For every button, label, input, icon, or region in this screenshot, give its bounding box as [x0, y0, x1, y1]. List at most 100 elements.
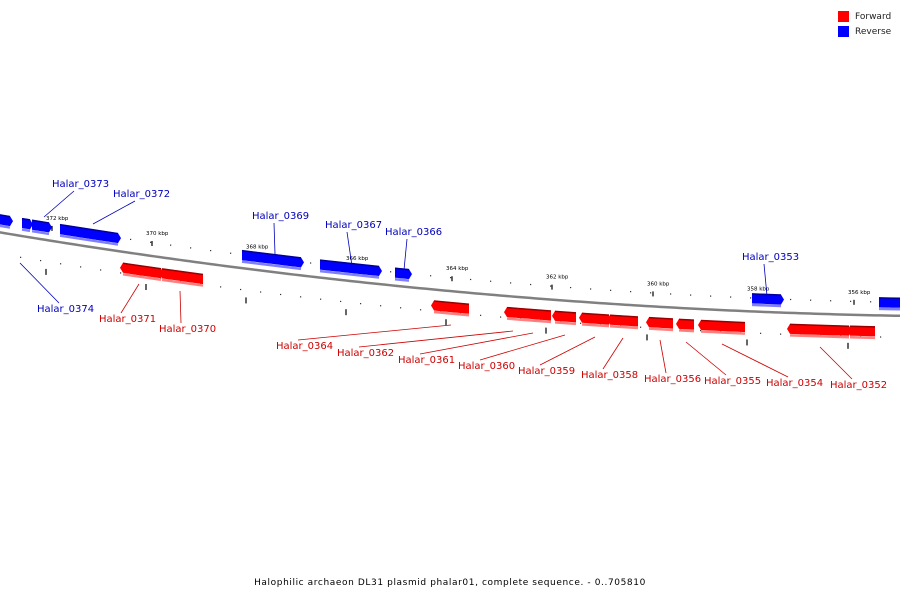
gene-label[interactable]: Halar_0367	[325, 220, 382, 231]
gene-shade	[21, 217, 31, 221]
track-dot	[20, 256, 22, 258]
legend: Forward Reverse	[838, 9, 891, 39]
gene-halar-0359[interactable]	[607, 314, 638, 327]
track-dot	[470, 278, 472, 281]
track-dot	[760, 332, 762, 334]
track-dot	[80, 266, 82, 268]
kbp-label: 364 kbp	[446, 266, 469, 272]
gene-halar-0354[interactable]	[787, 323, 849, 336]
track-dot	[850, 300, 852, 302]
track-dot	[570, 286, 572, 289]
gene-shadow	[506, 317, 519, 321]
gene-shade	[319, 259, 380, 268]
track-dot	[480, 314, 482, 316]
gene-shadow	[700, 330, 746, 335]
gene-label[interactable]: Halar_0359	[518, 366, 575, 377]
gene-shade	[678, 318, 695, 321]
label-leader	[659, 339, 667, 374]
gene-shade	[0, 214, 11, 218]
gene-label[interactable]: Halar_0361	[398, 355, 455, 366]
label-leader	[479, 334, 566, 361]
kbp-label: 356 kbp	[848, 290, 871, 296]
gene-halar-0372[interactable]	[60, 224, 121, 244]
gene-halar-0367[interactable]	[320, 259, 382, 276]
gene-shadow	[789, 334, 850, 339]
gene-label[interactable]: Halar_0370	[159, 324, 216, 335]
track-dot	[190, 247, 192, 249]
track-dot	[300, 296, 302, 298]
label-leader	[120, 283, 140, 314]
gene-label[interactable]: Halar_0354	[766, 378, 823, 389]
gene-shade	[122, 262, 162, 270]
label-leader	[763, 263, 768, 297]
track-dot	[810, 299, 812, 301]
gene-halar-0373[interactable]	[22, 218, 33, 230]
label-leader	[819, 346, 853, 380]
gene-label[interactable]: Halar_0366	[385, 227, 442, 238]
gene-halar-0369[interactable]	[242, 250, 304, 268]
track-dot	[830, 300, 832, 302]
track-dot	[150, 241, 152, 243]
legend-label-reverse: Reverse	[855, 26, 892, 37]
gene-shadow	[241, 260, 302, 271]
kbp-label: 368 kbp	[246, 244, 269, 250]
gene-halar-0356[interactable]	[646, 317, 673, 329]
gene-label[interactable]: Halar_0371	[99, 314, 156, 325]
gene-label[interactable]: Halar_0364	[276, 341, 333, 352]
track-dot	[530, 283, 532, 286]
track-dot	[640, 326, 642, 328]
gene-label[interactable]: Halar_0358	[581, 370, 638, 381]
kbp-label: 370 kbp	[146, 231, 169, 237]
track-dot	[100, 269, 102, 271]
gene-shadow	[751, 303, 782, 308]
gene-shade	[506, 306, 519, 310]
gene-halar-0362[interactable]	[504, 307, 518, 318]
track-dot	[240, 288, 242, 291]
gene-label[interactable]: Halar_0373	[52, 179, 109, 190]
sequence-caption: Halophilic archaeon DL31 plasmid phalar0…	[254, 578, 646, 588]
kbp-label: 366 kbp	[346, 256, 369, 262]
gene-halar-0374[interactable]	[0, 213, 13, 227]
gene-halar-0366[interactable]	[395, 267, 412, 280]
label-leader	[721, 343, 789, 378]
gene-halar-0353[interactable]	[879, 297, 900, 308]
gene-label[interactable]: Halar_0360	[458, 361, 515, 372]
gene-shadow	[554, 321, 577, 326]
gene-label[interactable]: Halar_0362	[337, 348, 394, 359]
gene-label[interactable]: Halar_0372	[113, 189, 170, 200]
gene-label[interactable]: Halar_0374	[37, 304, 94, 315]
gene-halar-0355[interactable]	[676, 318, 694, 330]
gene-halar-0352[interactable]	[847, 325, 875, 337]
track-dot	[340, 300, 342, 303]
gene-label[interactable]: Halar_0353	[742, 252, 799, 263]
gene-halar-0370[interactable]	[159, 268, 203, 285]
gene-shade	[554, 310, 577, 314]
gene-shadow	[59, 234, 119, 246]
gene-label[interactable]: Halar_0355	[704, 376, 761, 387]
track-dot	[280, 293, 282, 296]
gene-shade	[609, 314, 639, 318]
label-leader	[19, 262, 60, 304]
gene-shade	[789, 323, 850, 327]
gene-halar-0360[interactable]	[579, 312, 609, 325]
gene-halar-0362[interactable]	[515, 308, 551, 321]
gene-shadow	[849, 335, 876, 340]
gene-halar-0361[interactable]	[552, 310, 576, 323]
track-dot	[510, 282, 512, 284]
gene-shade	[648, 316, 674, 320]
gene-shade	[394, 267, 410, 271]
gene-shadow	[581, 323, 610, 328]
gene-label[interactable]: Halar_0356	[644, 374, 701, 385]
gene-labels: Halar_0374 Halar_0373 Halar_0372 Halar_0371…	[19, 179, 887, 391]
gene-label[interactable]: Halar_0352	[830, 380, 887, 391]
gene-halar-0371[interactable]	[120, 262, 161, 279]
track-dot	[310, 262, 312, 264]
gene-halar-0355[interactable]	[698, 320, 745, 333]
legend-label-forward: Forward	[855, 11, 892, 22]
label-leader	[403, 238, 408, 271]
gene-halar-0353[interactable]	[752, 293, 784, 305]
gene-shade	[161, 268, 204, 276]
track-dot	[390, 271, 392, 273]
gene-shadow	[648, 327, 674, 332]
gene-label[interactable]: Halar_0369	[252, 211, 309, 222]
